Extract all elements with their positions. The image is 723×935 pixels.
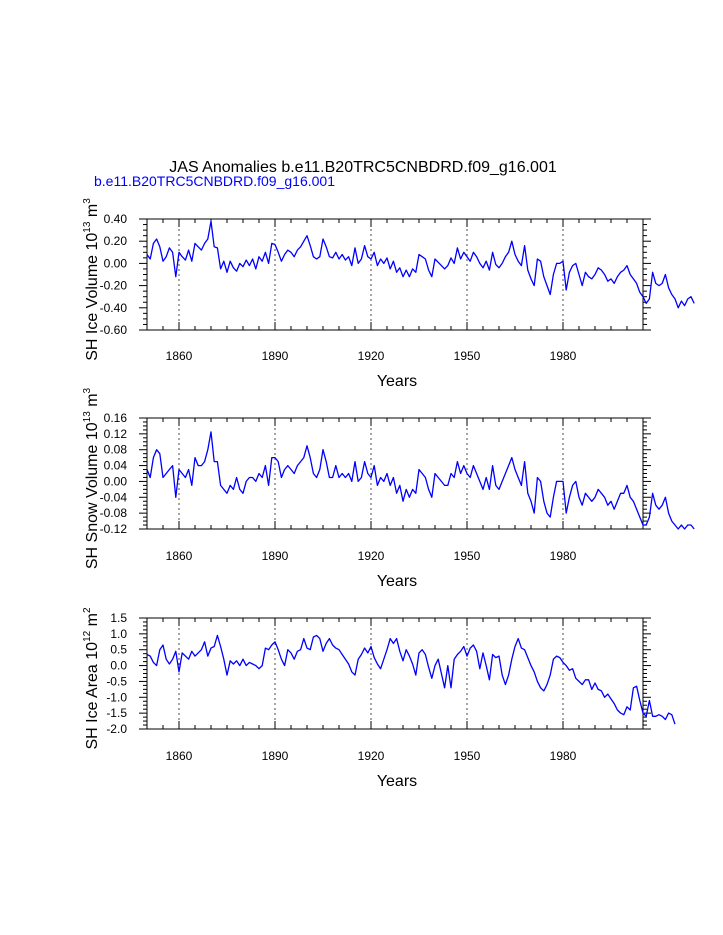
x-tick-label: 1890	[262, 549, 289, 563]
x-tick-label: 1950	[454, 549, 481, 563]
x-axis-label: Years	[377, 573, 417, 590]
y-tick-label: 0.0	[110, 659, 127, 673]
x-tick-label: 1890	[262, 749, 289, 763]
panels: 1860 1890 1920 1950 1980-0.60-0.40-0.200.000…	[82, 198, 695, 790]
y-tick-label: -2.0	[106, 722, 127, 736]
y-axis-label: SH Ice Area 1012 m2	[82, 607, 101, 750]
x-axis-label: Years	[377, 373, 417, 390]
plot-frame	[146, 417, 644, 530]
chart-subtitle: b.e11.B20TRC5CNBDRD.f09_g16.001	[94, 173, 335, 189]
x-tick-label: 1950	[454, 749, 481, 763]
x-tick-label: 1920	[358, 549, 385, 563]
y-tick-label: -1.5	[106, 706, 127, 720]
x-tick-label: 1920	[358, 749, 385, 763]
y-tick-label: 0.40	[104, 212, 128, 226]
y-axis-label: SH Ice Volume 1013 m3	[82, 198, 101, 361]
y-axis-label: SH Snow Volume 1013 m3	[82, 387, 101, 569]
chart-title: JAS Anomalies b.e11.B20TRC5CNBDRD.f09_g1…	[169, 159, 557, 176]
panel-3: 1860 1890 1920 1950 1980 -2.0 -1.5 -1.0 -0.50.0 0…	[82, 607, 676, 790]
y-tick-label: 0.08	[104, 443, 128, 457]
x-tick-label: 1980	[550, 349, 577, 363]
y-tick-label: -0.40	[100, 301, 128, 315]
x-tick-label: 1980	[550, 749, 577, 763]
y-tick-label: 1.5	[110, 611, 127, 625]
y-tick-label: -0.12	[100, 522, 128, 536]
y-tick-label: 1.0	[110, 627, 127, 641]
y-tick-label: 0.12	[104, 427, 128, 441]
plot-frame	[146, 617, 644, 730]
x-axis-label: Years	[377, 773, 417, 790]
y-tick-label: -0.04	[100, 490, 128, 504]
plot-frame	[146, 218, 644, 331]
panel-1: 1860 1890 1920 1950 1980 -0.60 -0.40 -0.20 0.00 0…	[82, 198, 695, 390]
x-tick-label: 1860	[166, 549, 193, 563]
y-tick-label: 0.00	[104, 474, 128, 488]
x-tick-label: 1950	[454, 349, 481, 363]
y-tick-label: -0.60	[100, 323, 128, 337]
panel-2: 1860 1890 1920 1950 1980-0.12-0.08-0.040.000…	[82, 387, 695, 590]
x-tick-label: 1920	[358, 349, 385, 363]
x-tick-label: 1980	[550, 549, 577, 563]
x-tick-label: 1890	[262, 349, 289, 363]
y-tick-label: 0.16	[104, 411, 128, 425]
series-line	[146, 634, 676, 725]
y-tick-label: 0.00	[104, 256, 128, 270]
y-tick-label: -1.0	[106, 690, 127, 704]
y-tick-label: 0.5	[110, 643, 127, 657]
y-tick-label: 0.20	[104, 234, 128, 248]
x-tick-label: 1860	[166, 749, 193, 763]
series-line	[146, 431, 695, 530]
y-tick-label: -0.20	[100, 279, 128, 293]
y-tick-label: -0.08	[100, 506, 128, 520]
y-tick-label: -0.5	[106, 674, 127, 688]
y-tick-label: 0.04	[104, 459, 128, 473]
series-line	[146, 220, 695, 309]
x-tick-label: 1860	[166, 349, 193, 363]
